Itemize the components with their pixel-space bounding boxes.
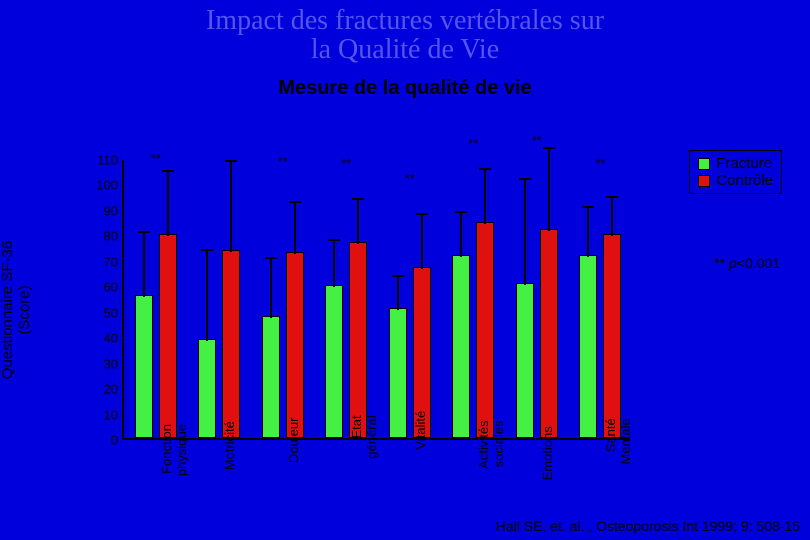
slide-subtitle: Mesure de la qualité de vie <box>0 77 810 100</box>
significance-marker: ** <box>341 156 351 171</box>
legend-fracture: Fracture <box>698 155 773 172</box>
title-line1: Impact des fractures vertébrales sur <box>206 5 604 36</box>
error-bar-fracture <box>325 160 343 438</box>
ylabel-line2: (Score) <box>16 285 33 334</box>
y-tick: 100 <box>78 178 118 193</box>
legend-controle-label: Contrôle <box>716 172 773 189</box>
significance-note: ** p<0.001 <box>714 255 780 271</box>
y-tick: 90 <box>78 203 118 218</box>
y-tick: 80 <box>78 229 118 244</box>
bar-chart: Questionnaire SF-36 (Score) 010203040506… <box>30 160 630 460</box>
citation: Hall SE, et. al. , Osteoporosis Int 1999… <box>496 518 800 534</box>
y-axis-label: Questionnaire SF-36 (Score) <box>0 241 33 379</box>
y-tick: 70 <box>78 254 118 269</box>
x-tick-label: Douleur <box>286 372 301 452</box>
significance-marker: ** <box>532 133 542 148</box>
legend-controle-swatch <box>698 175 710 187</box>
x-axis-labels: FonctionphysiqueMotricitéDouleurEtatgéné… <box>122 444 630 468</box>
slide-title: Impact des fractures vertébrales sur la … <box>0 0 810 65</box>
y-tick: 30 <box>78 356 118 371</box>
y-tick: 110 <box>78 153 118 168</box>
footnote-stars: ** <box>714 255 729 271</box>
y-tick: 40 <box>78 331 118 346</box>
y-tick: 10 <box>78 407 118 422</box>
significance-marker: ** <box>151 151 161 166</box>
legend-controle: Contrôle <box>698 172 773 189</box>
error-bar-fracture <box>579 160 597 438</box>
x-tick-label: Vitalité <box>413 372 428 452</box>
ylabel-line1: Questionnaire SF-36 <box>0 241 16 379</box>
y-tick: 0 <box>78 433 118 448</box>
y-tick: 20 <box>78 382 118 397</box>
significance-marker: ** <box>278 154 288 169</box>
significance-marker: ** <box>468 136 478 151</box>
title-line2: la Qualité de Vie <box>311 34 499 65</box>
footnote-value: <0.001 <box>737 255 780 271</box>
error-bar-fracture <box>135 160 153 438</box>
legend-fracture-label: Fracture <box>716 155 772 172</box>
error-bar-fracture <box>198 160 216 438</box>
x-tick-label: Fonctionphysique <box>159 372 189 452</box>
x-tick-label: Motricité <box>222 372 237 452</box>
y-axis: 0102030405060708090100110 <box>78 160 118 440</box>
chart-legend: Fracture Contrôle <box>689 150 782 194</box>
legend-fracture-swatch <box>698 158 710 170</box>
footnote-p: p <box>729 255 737 271</box>
error-bar-fracture <box>516 160 534 438</box>
y-tick: 60 <box>78 280 118 295</box>
x-tick-label: Activitéssociales <box>476 372 506 452</box>
significance-marker: ** <box>405 171 415 186</box>
y-tick: 50 <box>78 305 118 320</box>
x-tick-label: Emotions <box>540 372 555 452</box>
error-bar-fracture <box>389 160 407 438</box>
x-tick-label: SantéMentale <box>603 372 633 452</box>
error-bar-fracture <box>262 160 280 438</box>
significance-marker: ** <box>595 156 605 171</box>
error-bar-fracture <box>452 160 470 438</box>
x-tick-label: Etatgénéral <box>349 372 379 452</box>
